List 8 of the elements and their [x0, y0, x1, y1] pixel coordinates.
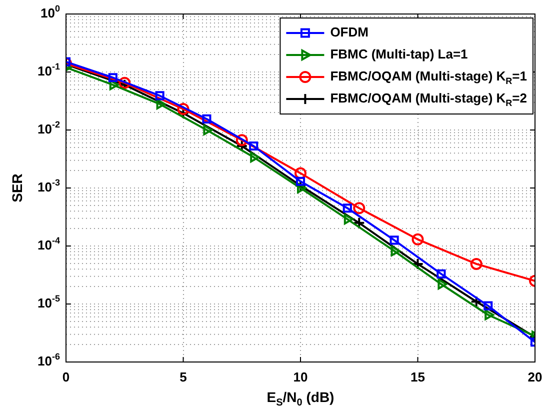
x-tick-label: 15 — [410, 370, 425, 385]
x-tick-label: 20 — [528, 370, 542, 385]
legend-label: OFDM — [330, 24, 368, 40]
legend-label: FBMC (Multi-tap) La=1 — [330, 46, 468, 62]
x-tick-label: 10 — [293, 370, 308, 385]
x-tick-label: 0 — [62, 370, 70, 385]
y-axis-title: SER — [8, 174, 25, 202]
x-tick-label: 5 — [180, 370, 187, 385]
